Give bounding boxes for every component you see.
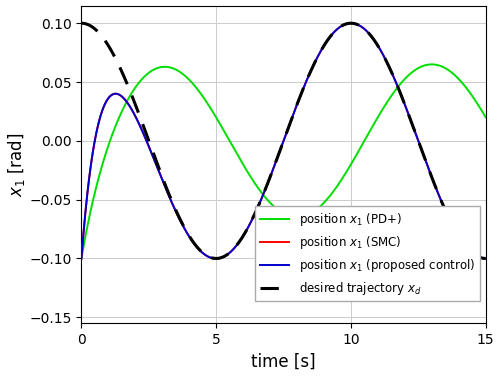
position $x_1$ (proposed control) <box>321 44 327 48</box>
position $x_1$ (proposed control) <box>342 22 347 27</box>
position $x_1$ (proposed control) <box>380 53 386 57</box>
position $x_1$ (proposed control) <box>78 256 84 261</box>
position $x_1$ (PD+) <box>78 256 84 261</box>
position $x_1$ (SMC) <box>348 21 354 26</box>
position $x_1$ (proposed control) <box>213 256 219 261</box>
position $x_1$ (proposed control) <box>482 256 488 261</box>
desired trajectory $x_d$ <box>482 256 488 261</box>
position $x_1$ (PD+) <box>233 150 239 154</box>
position $x_1$ (PD+) <box>321 200 327 205</box>
desired trajectory $x_d$ <box>78 21 84 26</box>
Line: desired trajectory $x_d$: desired trajectory $x_d$ <box>82 23 485 258</box>
Legend: position $x_1$ (PD+), position $x_1$ (SMC), position $x_1$ (proposed control), d: position $x_1$ (PD+), position $x_1$ (SM… <box>255 206 480 302</box>
Line: position $x_1$ (PD+): position $x_1$ (PD+) <box>82 64 485 258</box>
position $x_1$ (SMC) <box>482 256 488 261</box>
position $x_1$ (SMC) <box>342 22 347 27</box>
position $x_1$ (SMC) <box>213 256 219 261</box>
desired trajectory $x_d$ <box>233 244 239 249</box>
position $x_1$ (PD+) <box>428 62 434 67</box>
position $x_1$ (SMC) <box>233 244 239 249</box>
position $x_1$ (PD+) <box>380 106 386 111</box>
position $x_1$ (proposed control) <box>348 21 354 26</box>
position $x_1$ (PD+) <box>411 69 417 73</box>
desired trajectory $x_d$ <box>342 22 347 27</box>
position $x_1$ (proposed control) <box>233 244 239 249</box>
Line: position $x_1$ (proposed control): position $x_1$ (proposed control) <box>82 23 485 259</box>
desired trajectory $x_d$ <box>380 52 386 57</box>
position $x_1$ (proposed control) <box>411 127 417 131</box>
position $x_1$ (SMC) <box>321 44 327 48</box>
desired trajectory $x_d$ <box>321 44 327 48</box>
position $x_1$ (SMC) <box>78 256 84 261</box>
position $x_1$ (SMC) <box>411 127 417 131</box>
position $x_1$ (PD+) <box>152 67 158 71</box>
Line: position $x_1$ (SMC): position $x_1$ (SMC) <box>82 23 485 259</box>
desired trajectory $x_d$ <box>152 155 158 160</box>
X-axis label: time [s]: time [s] <box>251 352 316 370</box>
position $x_1$ (proposed control) <box>152 159 158 164</box>
position $x_1$ (PD+) <box>482 115 488 120</box>
position $x_1$ (SMC) <box>380 53 386 57</box>
desired trajectory $x_d$ <box>411 126 417 131</box>
Y-axis label: $x_1$ [rad]: $x_1$ [rad] <box>6 132 26 197</box>
position $x_1$ (PD+) <box>342 173 347 177</box>
position $x_1$ (SMC) <box>152 159 158 164</box>
